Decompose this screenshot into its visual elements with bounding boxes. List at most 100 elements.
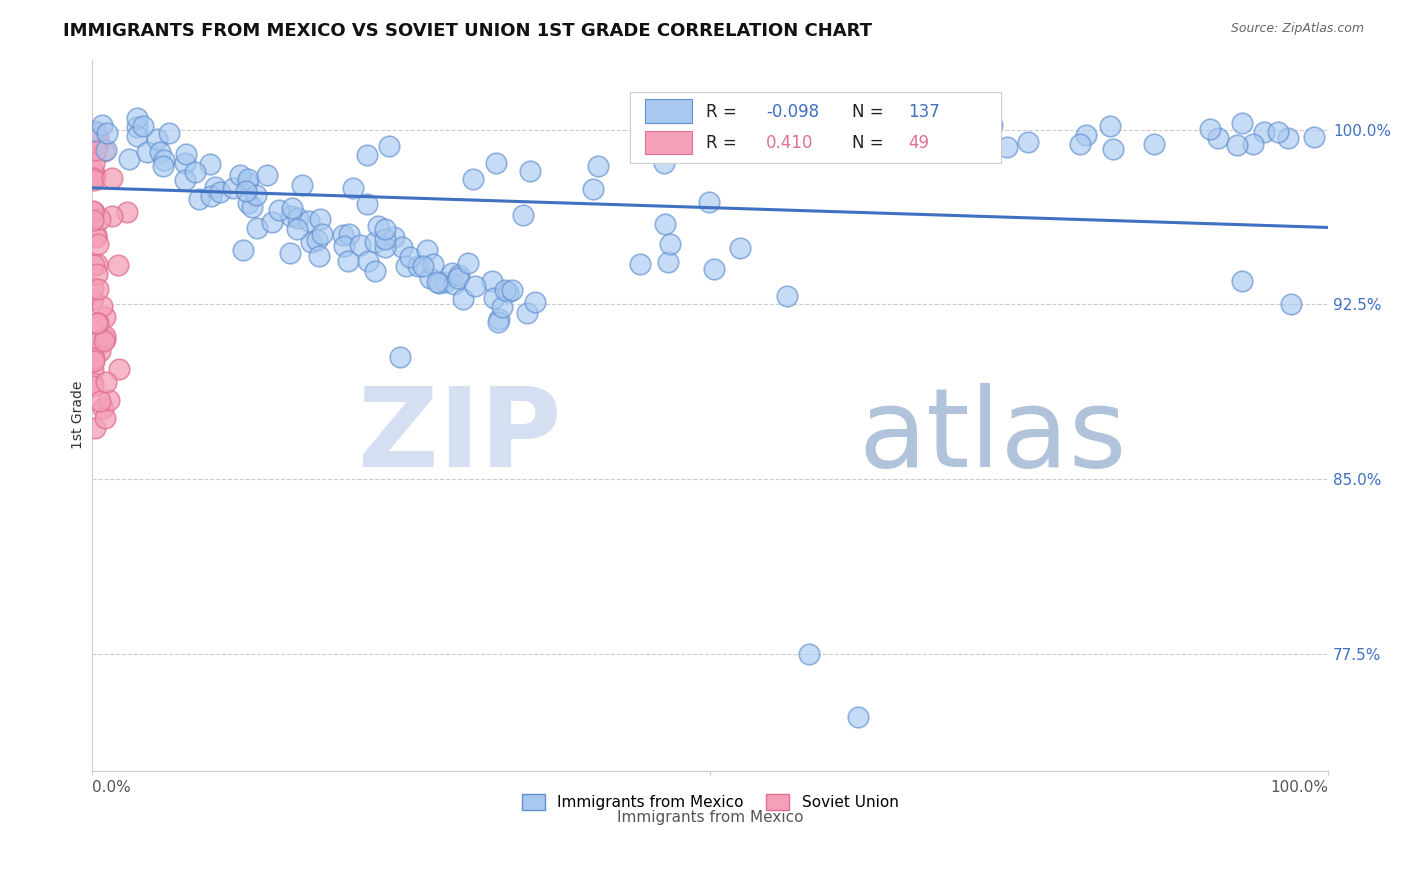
Point <box>1143 136 1166 151</box>
Point <box>848 710 870 724</box>
Point <box>494 283 516 297</box>
Text: Source: ZipAtlas.com: Source: ZipAtlas.com <box>1230 22 1364 36</box>
Point <box>1102 142 1125 156</box>
Point <box>152 153 174 168</box>
Point <box>82 353 104 368</box>
Point <box>173 173 195 187</box>
Point <box>427 276 450 290</box>
Point <box>84 228 107 243</box>
Point <box>412 260 434 274</box>
Point <box>125 120 148 134</box>
Point <box>1230 274 1253 288</box>
Point <box>349 238 371 252</box>
Point <box>1069 136 1091 151</box>
Point <box>209 186 232 200</box>
Point <box>157 126 180 140</box>
Point <box>1279 297 1302 311</box>
Point <box>776 289 799 303</box>
Point <box>364 235 387 249</box>
Point <box>93 332 115 346</box>
Point <box>980 118 1002 132</box>
Point <box>1277 131 1299 145</box>
Point <box>287 211 309 225</box>
Point <box>83 124 105 138</box>
Point <box>491 301 513 315</box>
Point <box>91 300 114 314</box>
Point <box>183 165 205 179</box>
Point <box>87 282 110 296</box>
Point <box>96 126 118 140</box>
Point <box>285 222 308 236</box>
Point <box>86 317 108 331</box>
Text: 0.0%: 0.0% <box>93 780 131 795</box>
Point <box>82 293 104 307</box>
Point <box>457 256 479 270</box>
Point <box>125 128 148 143</box>
Point <box>1303 130 1326 145</box>
Point <box>87 136 110 151</box>
Point <box>222 181 245 195</box>
Point <box>82 203 104 218</box>
Point <box>628 257 651 271</box>
Point <box>198 157 221 171</box>
Point <box>374 232 396 246</box>
Point <box>245 188 267 202</box>
Point <box>1241 136 1264 151</box>
Point <box>342 181 364 195</box>
Point <box>188 192 211 206</box>
Point <box>332 239 354 253</box>
Point <box>422 257 444 271</box>
Point <box>1206 131 1229 145</box>
Point <box>356 196 378 211</box>
Point <box>443 277 465 291</box>
Point <box>398 250 420 264</box>
Point <box>447 270 470 285</box>
Point <box>84 143 107 157</box>
Point <box>101 209 124 223</box>
Point <box>308 211 330 226</box>
Point <box>433 276 456 290</box>
Text: IMMIGRANTS FROM MEXICO VS SOVIET UNION 1ST GRADE CORRELATION CHART: IMMIGRANTS FROM MEXICO VS SOVIET UNION 1… <box>63 22 872 40</box>
Point <box>995 140 1018 154</box>
Point <box>337 227 360 241</box>
Point <box>82 213 104 227</box>
Point <box>652 156 675 170</box>
Point <box>406 259 429 273</box>
Point <box>501 283 523 297</box>
Text: N =: N = <box>852 103 889 120</box>
Point <box>152 159 174 173</box>
Point <box>389 350 412 364</box>
Text: ZIP: ZIP <box>359 383 562 490</box>
Point <box>108 362 131 376</box>
Text: 49: 49 <box>908 134 929 152</box>
Point <box>236 195 259 210</box>
Point <box>107 258 129 272</box>
Point <box>586 159 609 173</box>
Point <box>280 209 302 223</box>
Point <box>93 334 115 348</box>
Point <box>311 227 333 242</box>
Point <box>394 259 416 273</box>
Point <box>516 305 538 319</box>
Text: N =: N = <box>852 134 889 152</box>
Point <box>416 244 439 258</box>
Point <box>83 172 105 186</box>
Point <box>657 255 679 269</box>
Point <box>89 344 111 359</box>
Point <box>236 171 259 186</box>
Point <box>98 393 121 408</box>
Point <box>482 291 505 305</box>
Y-axis label: 1st Grade: 1st Grade <box>72 381 86 450</box>
Point <box>486 315 509 329</box>
FancyBboxPatch shape <box>630 92 1001 162</box>
Point <box>374 240 396 254</box>
Point <box>357 254 380 268</box>
Point <box>94 310 117 324</box>
Point <box>703 262 725 277</box>
Point <box>305 233 328 247</box>
Point <box>1099 119 1122 133</box>
Point <box>267 202 290 217</box>
Point <box>89 212 111 227</box>
Point <box>132 119 155 133</box>
Point <box>654 217 676 231</box>
